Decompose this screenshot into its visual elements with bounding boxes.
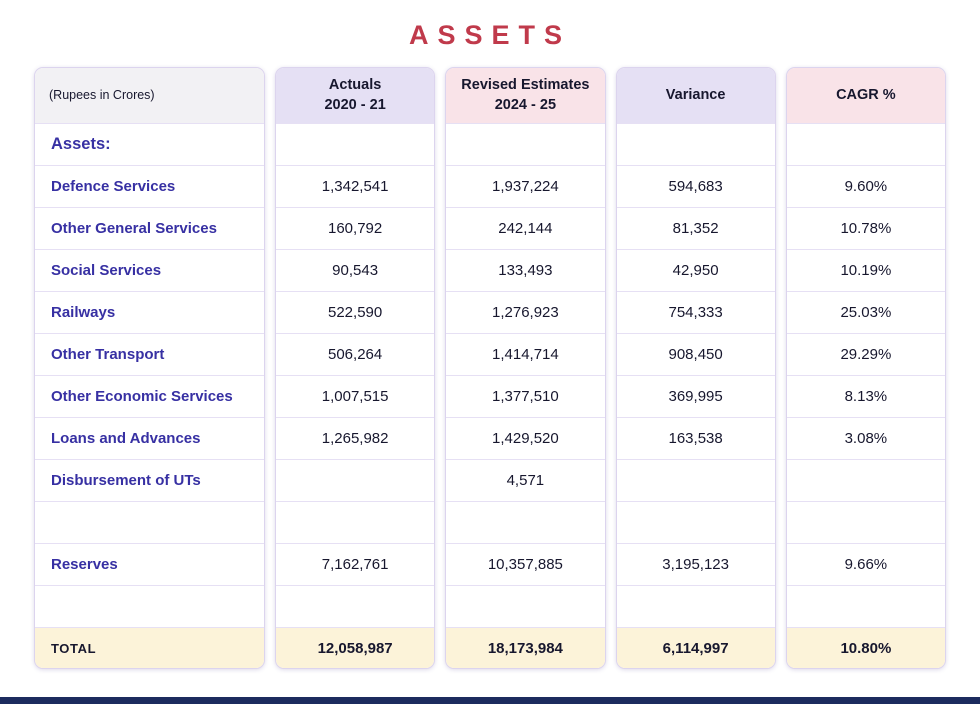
cell-cagr-loans-and-advances: 3.08% [786,418,945,460]
cell-actuals-loans-and-advances: 1,265,982 [276,418,435,460]
cell-variance-assets-section [616,124,775,166]
assets-table: (Rupees in Crores) Assets: Defence Servi… [0,67,980,669]
cell-revised-social-services: 133,493 [446,250,605,292]
cell-cagr-railways: 25.03% [786,292,945,334]
column-header-cagr: CAGR % [786,68,945,124]
cell-actuals-railways: 522,590 [276,292,435,334]
cell-actuals-empty-2 [276,586,435,628]
cell-cagr-social-services: 10.19% [786,250,945,292]
row-label-empty-2 [35,586,264,628]
column-header-unit: (Rupees in Crores) [35,68,264,124]
cell-revised-other-transport: 1,414,714 [446,334,605,376]
row-label-other-general-services: Other General Services [35,208,264,250]
cell-revised-empty-1 [446,502,605,544]
cell-revised-other-general-services: 242,144 [446,208,605,250]
column-variance: Variance 594,683 81,352 42,950 754,333 9… [615,67,776,669]
cell-cagr-other-transport: 29.29% [786,334,945,376]
cell-variance-disbursement-of-uts [616,460,775,502]
cell-variance-social-services: 42,950 [616,250,775,292]
column-row-labels: (Rupees in Crores) Assets: Defence Servi… [34,67,265,669]
column-header-revised-estimates: Revised Estimates 2024 - 25 [446,68,605,124]
cell-actuals-reserves: 7,162,761 [276,544,435,586]
total-actuals: 12,058,987 [276,628,435,668]
cell-revised-loans-and-advances: 1,429,520 [446,418,605,460]
cell-variance-empty-2 [616,586,775,628]
cell-revised-defence-services: 1,937,224 [446,166,605,208]
cell-variance-defence-services: 594,683 [616,166,775,208]
cell-actuals-empty-1 [276,502,435,544]
cell-variance-railways: 754,333 [616,292,775,334]
cell-variance-empty-1 [616,502,775,544]
cell-actuals-other-transport: 506,264 [276,334,435,376]
row-label-defence-services: Defence Services [35,166,264,208]
total-variance: 6,114,997 [616,628,775,668]
cell-cagr-other-general-services: 10.78% [786,208,945,250]
column-header-actuals: Actuals 2020 - 21 [276,68,435,124]
unit-label: (Rupees in Crores) [49,88,155,103]
column-revised-estimates: Revised Estimates 2024 - 25 1,937,224 24… [445,67,606,669]
cell-revised-assets-section [446,124,605,166]
row-label-disbursement-of-uts: Disbursement of UTs [35,460,264,502]
cell-variance-other-general-services: 81,352 [616,208,775,250]
cell-actuals-defence-services: 1,342,541 [276,166,435,208]
cell-revised-reserves: 10,357,885 [446,544,605,586]
row-label-loans-and-advances: Loans and Advances [35,418,264,460]
column-cagr: CAGR % 9.60% 10.78% 10.19% 25.03% 29.29%… [785,67,946,669]
page-title: ASSETS [408,20,572,50]
cell-cagr-reserves: 9.66% [786,544,945,586]
cell-revised-other-economic-services: 1,377,510 [446,376,605,418]
cell-actuals-other-general-services: 160,792 [276,208,435,250]
row-label-railways: Railways [35,292,264,334]
cell-variance-loans-and-advances: 163,538 [616,418,775,460]
cell-cagr-assets-section [786,124,945,166]
cell-revised-disbursement-of-uts: 4,571 [446,460,605,502]
cell-variance-reserves: 3,195,123 [616,544,775,586]
cell-actuals-disbursement-of-uts [276,460,435,502]
total-revised: 18,173,984 [446,628,605,668]
cell-cagr-empty-1 [786,502,945,544]
footer-accent-bar [0,697,980,704]
cell-revised-empty-2 [446,586,605,628]
cell-cagr-other-economic-services: 8.13% [786,376,945,418]
row-label-other-economic-services: Other Economic Services [35,376,264,418]
cell-revised-railways: 1,276,923 [446,292,605,334]
row-label-other-transport: Other Transport [35,334,264,376]
cell-cagr-disbursement-of-uts [786,460,945,502]
column-header-variance: Variance [616,68,775,124]
row-label-assets-section: Assets: [35,124,264,166]
cell-actuals-other-economic-services: 1,007,515 [276,376,435,418]
cell-cagr-defence-services: 9.60% [786,166,945,208]
total-row-label: TOTAL [35,628,264,668]
cell-cagr-empty-2 [786,586,945,628]
column-actuals: Actuals 2020 - 21 1,342,541 160,792 90,5… [275,67,436,669]
row-label-empty-1 [35,502,264,544]
total-cagr: 10.80% [786,628,945,668]
cell-variance-other-transport: 908,450 [616,334,775,376]
cell-actuals-assets-section [276,124,435,166]
row-label-reserves: Reserves [35,544,264,586]
cell-variance-other-economic-services: 369,995 [616,376,775,418]
row-label-social-services: Social Services [35,250,264,292]
cell-actuals-social-services: 90,543 [276,250,435,292]
